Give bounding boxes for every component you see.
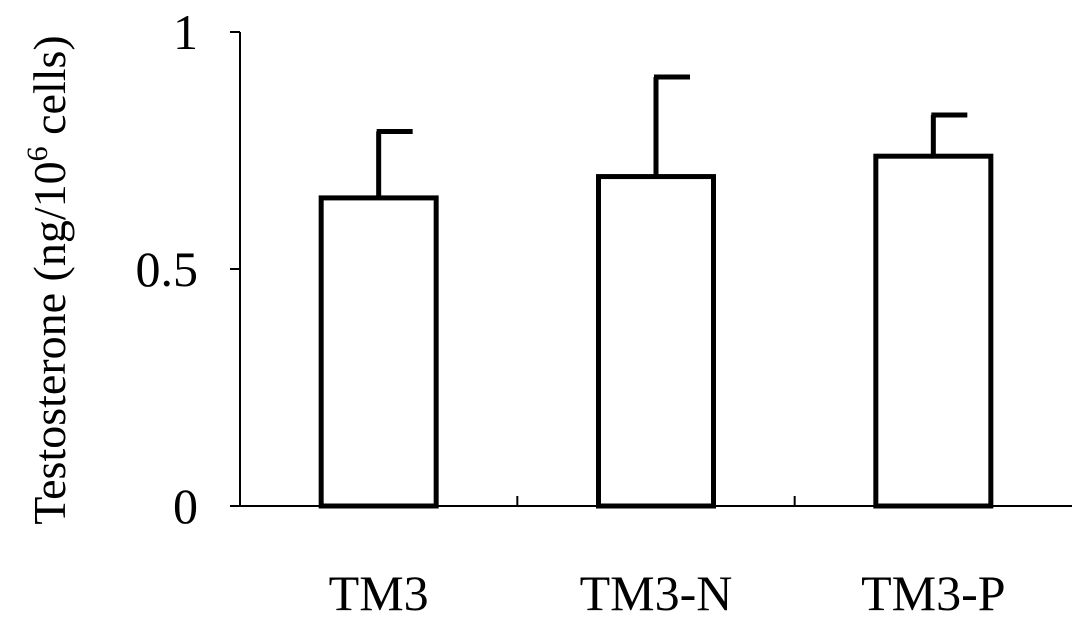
y-axis-label: Testosterone (ng/106 cells) xyxy=(21,35,75,525)
bars xyxy=(318,153,994,509)
error-bars xyxy=(376,74,968,198)
y-tick-label: 0 xyxy=(173,478,198,534)
axis-labels: 0 0.5 1 TM3 TM3-N TM3-P xyxy=(136,4,1006,621)
x-tick-label: TM3 xyxy=(329,565,429,621)
svg-text:Testosterone (ng/106 cells): Testosterone (ng/106 cells) xyxy=(21,35,75,525)
bar-tm3-n xyxy=(596,174,716,509)
x-tick-label: TM3-N xyxy=(580,565,733,621)
y-tick-label: 0.5 xyxy=(136,241,199,297)
y-axis-label-suffix: cells) xyxy=(24,35,75,146)
bar-tm3 xyxy=(318,195,439,509)
x-tick-label: TM3-P xyxy=(861,565,1005,621)
y-axis-label-prefix: Testosterone (ng/10 xyxy=(24,161,75,524)
y-axis-label-superscript: 6 xyxy=(21,146,54,161)
y-tick-label: 1 xyxy=(173,4,198,60)
bar-tm3-p xyxy=(873,153,994,509)
